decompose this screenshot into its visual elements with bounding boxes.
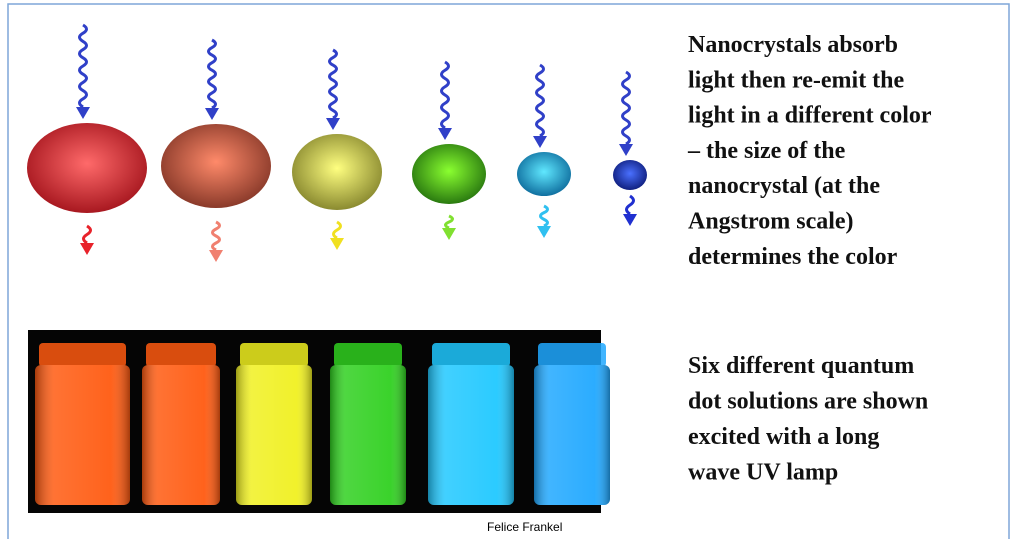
vial-shade xyxy=(35,365,130,505)
nanocrystal xyxy=(412,144,486,204)
wave xyxy=(334,222,341,238)
vial-cap xyxy=(39,343,126,367)
wave xyxy=(446,216,453,228)
arrow-head xyxy=(330,238,344,250)
wave xyxy=(209,40,216,108)
arrow-head xyxy=(442,228,456,240)
nanocrystal xyxy=(292,134,382,210)
text-line: nanocrystal (at the xyxy=(688,173,880,199)
text-line: determines the color xyxy=(688,244,898,270)
slide: Nanocrystals absorb light then re-emit th… xyxy=(0,0,1014,539)
wave xyxy=(623,72,630,144)
description: Nanocrystals absorb light then re-emit th… xyxy=(687,32,932,270)
vial-cap xyxy=(146,343,216,367)
arrow-head xyxy=(209,250,223,262)
vial-shade xyxy=(428,365,514,505)
wave xyxy=(84,226,91,243)
nanocrystal xyxy=(517,152,571,196)
wave xyxy=(627,196,634,214)
vial-cap xyxy=(240,343,308,367)
arrow-head xyxy=(80,243,94,255)
vial-shade xyxy=(236,365,312,505)
vial-cap xyxy=(538,343,606,367)
arrow-head xyxy=(623,214,637,226)
nanocrystal-diagram xyxy=(27,25,647,262)
arrow-head xyxy=(205,108,219,120)
text-line: wave UV lamp xyxy=(688,460,838,486)
photo-caption: Six different quantum dot solutions are s… xyxy=(688,353,928,486)
arrow-head xyxy=(619,144,633,156)
text-line: – the size of the xyxy=(687,138,846,164)
wave xyxy=(442,62,449,128)
nanocrystal xyxy=(27,123,147,213)
wave xyxy=(330,50,337,118)
text-line: Angstrom scale) xyxy=(688,209,854,235)
arrow-head xyxy=(537,226,551,238)
arrow-head xyxy=(438,128,452,140)
wave xyxy=(541,206,548,226)
vial-shade xyxy=(142,365,220,505)
text-line: light then re-emit the xyxy=(688,67,905,93)
nanocrystal xyxy=(613,160,647,190)
vial-shade xyxy=(534,365,610,505)
vial-shade xyxy=(330,365,406,505)
vial-cap xyxy=(432,343,510,367)
arrow-head xyxy=(76,107,90,119)
vial-cap xyxy=(334,343,402,367)
arrow-head xyxy=(533,136,547,148)
nanocrystal xyxy=(161,124,271,208)
slide-canvas: Nanocrystals absorb light then re-emit th… xyxy=(0,0,1014,539)
wave xyxy=(537,65,544,136)
text-line: Six different quantum xyxy=(688,353,914,379)
text-line: Nanocrystals absorb xyxy=(688,32,898,58)
wave xyxy=(80,25,87,107)
text-line: light in a different color xyxy=(688,103,932,129)
text-line: excited with a long xyxy=(688,424,879,450)
text-line: dot solutions are shown xyxy=(688,389,928,415)
arrow-head xyxy=(326,118,340,130)
wave xyxy=(213,222,220,250)
photo-credit: Felice Frankel xyxy=(487,520,562,534)
